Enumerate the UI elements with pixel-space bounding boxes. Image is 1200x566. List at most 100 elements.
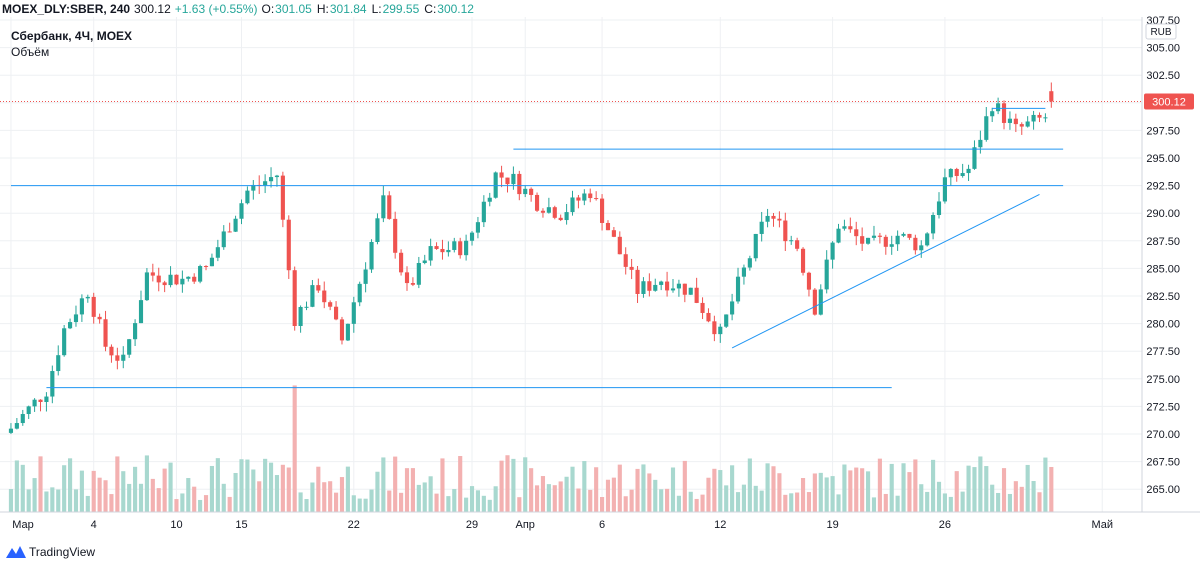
candle-body — [227, 231, 232, 233]
candle-body — [85, 296, 90, 299]
volume-bar — [806, 492, 812, 512]
candle-body — [854, 229, 859, 237]
candle-body — [1025, 121, 1030, 127]
volume-bar — [984, 466, 989, 512]
candle-body — [812, 289, 817, 315]
candle-body — [345, 323, 350, 341]
volume-bar — [936, 481, 942, 512]
candle-body — [91, 296, 96, 317]
volume-bar — [399, 492, 404, 512]
candle-body — [605, 222, 611, 231]
volume-bar — [854, 467, 859, 512]
candle-body — [700, 302, 705, 313]
volume-bar — [730, 465, 735, 512]
volume-bar — [700, 494, 705, 512]
candle-body — [32, 399, 37, 407]
volume-bar — [20, 464, 25, 512]
candle-body — [399, 252, 404, 273]
volume-bar — [387, 490, 392, 512]
y-tick-label: 295.00 — [1146, 153, 1180, 165]
volume-bar — [812, 473, 817, 512]
volume-bar — [298, 492, 303, 512]
candle-body — [540, 210, 546, 213]
volume-bar — [641, 464, 646, 512]
candle-body — [919, 245, 924, 251]
candle-body — [1043, 117, 1048, 119]
candle-body — [966, 168, 971, 174]
x-tick-label: 6 — [599, 519, 605, 531]
candle-body — [144, 272, 149, 301]
volume-bar — [712, 468, 717, 512]
volume-bar — [333, 492, 339, 512]
x-tick-label: 4 — [91, 519, 97, 531]
volume-bar — [990, 484, 995, 512]
tradingview-footer[interactable]: TradingView — [6, 544, 95, 560]
x-tick-label: 12 — [714, 519, 726, 531]
volume-bar — [954, 471, 959, 512]
line-trendline — [731, 193, 1040, 349]
y-tick-label: 285.00 — [1146, 263, 1180, 275]
candle-body — [523, 188, 528, 195]
candle-body — [292, 270, 297, 326]
volume-bar — [724, 485, 729, 512]
volume-bar — [588, 489, 593, 512]
candle-body — [972, 147, 977, 169]
volume-bar — [948, 496, 953, 512]
volume-bar — [1049, 466, 1054, 512]
volume-bar — [245, 459, 250, 512]
candle-body — [416, 263, 421, 285]
candle-body — [623, 254, 628, 267]
candle-body — [493, 172, 498, 198]
volume-bar — [62, 465, 67, 512]
candle-body — [452, 241, 457, 250]
symbol-label[interactable]: MOEX_DLY:SBER, 240 — [2, 1, 131, 16]
y-tick-label: 280.00 — [1146, 319, 1180, 331]
candle-body — [753, 233, 758, 259]
volume-bar — [753, 485, 758, 512]
volume-bar — [162, 468, 167, 512]
volume-bar — [109, 494, 114, 512]
volume-bar — [529, 468, 534, 512]
candle-body — [14, 423, 19, 429]
y-tick-label: 277.50 — [1146, 346, 1180, 358]
volume-bar — [682, 460, 687, 512]
candle-body — [599, 198, 605, 223]
volume-bar — [706, 477, 711, 512]
volume-bar — [127, 483, 132, 512]
candle-body — [777, 218, 782, 221]
y-tick-label: 272.50 — [1146, 401, 1180, 413]
candle-body — [984, 116, 989, 140]
x-tick-label: 19 — [826, 519, 838, 531]
candle-body — [481, 201, 486, 223]
volume-bar — [446, 496, 451, 512]
volume-bar — [895, 495, 900, 512]
volume-bar — [978, 456, 983, 512]
candle-body — [209, 257, 215, 267]
volume-bar — [251, 469, 256, 512]
volume-bar — [564, 476, 569, 512]
candle-body — [931, 215, 936, 234]
x-tick-label: 26 — [939, 519, 951, 531]
volume-bar — [783, 494, 788, 512]
volume-bar — [38, 456, 43, 512]
volume-bar — [605, 479, 611, 512]
symbol-header: MOEX_DLY:SBER, 240 300.12 +1.63 (+0.55%)… — [0, 0, 1200, 17]
candle-body — [529, 188, 534, 195]
volume-bar — [257, 481, 262, 512]
candle-body — [860, 236, 865, 244]
candle-body — [682, 283, 687, 295]
candle-body — [694, 287, 699, 303]
candle-body — [180, 278, 185, 285]
volume-bar — [919, 484, 924, 512]
candle-body — [546, 207, 551, 213]
y-tick-label: 275.00 — [1146, 374, 1180, 386]
candle-body — [245, 190, 250, 204]
volume-bar — [268, 462, 274, 512]
open-label: O: — [261, 1, 275, 16]
candle-body — [115, 355, 120, 361]
y-tick-label: 267.50 — [1146, 457, 1180, 469]
volume-bar — [393, 456, 398, 512]
volume-bar — [611, 477, 616, 512]
volume-bar — [653, 479, 658, 512]
